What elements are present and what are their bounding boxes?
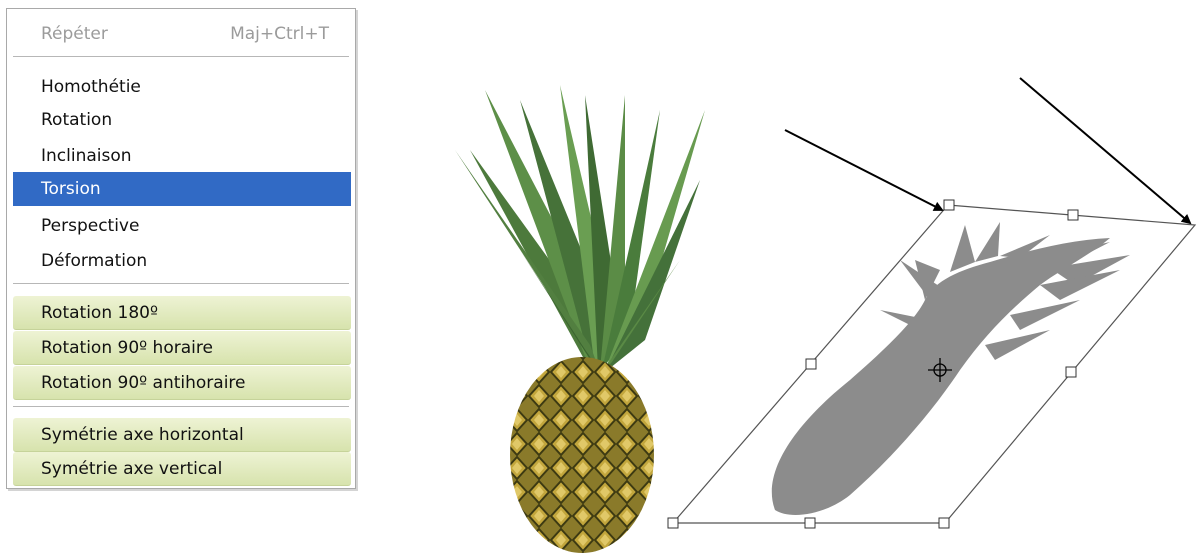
pineapple-crown: [455, 85, 705, 375]
handle-middle-left[interactable]: [805, 358, 817, 370]
transform-context-menu: Répéter Maj+Ctrl+T Homothétie Rotation I…: [6, 8, 356, 489]
menu-item-rotation-90-cw[interactable]: Rotation 90º horaire: [13, 331, 351, 365]
menu-item-flip-horizontal[interactable]: Symétrie axe horizontal: [13, 418, 351, 452]
handle-top-left[interactable]: [943, 199, 955, 211]
menu-item-rotation[interactable]: Rotation: [41, 110, 113, 130]
menu-item-repeat-label: Répéter: [41, 24, 108, 44]
handle-middle-right[interactable]: [1065, 366, 1077, 378]
menu-item-perspective[interactable]: Perspective: [41, 216, 140, 236]
arrow-annotation-right: [1019, 77, 1192, 225]
menu-separator: [13, 406, 349, 408]
menu-item-repeat: Répéter Maj+Ctrl+T: [13, 17, 351, 51]
handle-bottom-middle[interactable]: [804, 517, 816, 529]
handle-bottom-right[interactable]: [938, 517, 950, 529]
menu-item-homothetie[interactable]: Homothétie: [41, 77, 141, 97]
menu-item-deformation[interactable]: Déformation: [41, 251, 148, 271]
pineapple-body: [510, 357, 654, 553]
menu-item-inclinaison[interactable]: Inclinaison: [41, 146, 132, 166]
pineapple-image: [455, 85, 705, 553]
menu-item-flip-vertical[interactable]: Symétrie axe vertical: [13, 452, 351, 486]
handle-bottom-left[interactable]: [667, 517, 679, 529]
reference-point-icon[interactable]: [928, 358, 952, 382]
handle-top-middle[interactable]: [1067, 209, 1079, 221]
menu-item-torsion[interactable]: Torsion: [13, 172, 351, 206]
arrow-annotation-left: [784, 129, 944, 211]
menu-item-rotation-180[interactable]: Rotation 180º: [13, 296, 351, 330]
menu-item-rotation-90-ccw[interactable]: Rotation 90º antihoraire: [13, 366, 351, 400]
menu-item-repeat-shortcut: Maj+Ctrl+T: [230, 24, 329, 44]
menu-separator: [13, 283, 349, 285]
menu-separator: [13, 56, 349, 58]
transform-handles[interactable]: [667, 199, 1079, 529]
